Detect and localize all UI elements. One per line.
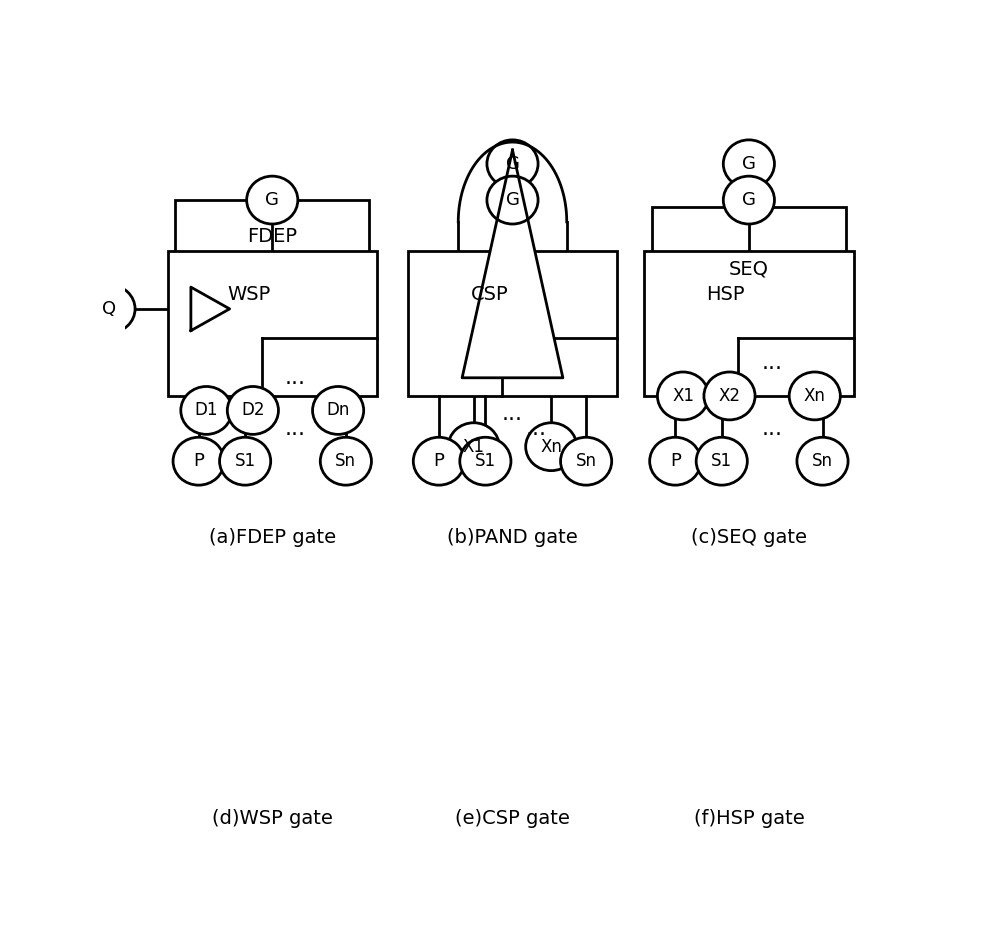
Text: S1: S1 xyxy=(235,452,256,470)
Text: P: P xyxy=(193,452,204,470)
Text: G: G xyxy=(506,154,519,172)
Circle shape xyxy=(487,139,538,187)
Text: ...: ... xyxy=(502,404,523,424)
Text: D2: D2 xyxy=(241,401,265,419)
Text: FDEP: FDEP xyxy=(247,227,297,246)
Text: G: G xyxy=(265,191,279,209)
Text: ...: ... xyxy=(762,418,783,439)
Circle shape xyxy=(696,437,747,485)
Polygon shape xyxy=(462,150,563,378)
Circle shape xyxy=(650,437,701,485)
Bar xyxy=(644,251,854,396)
Circle shape xyxy=(227,386,278,434)
Text: (d)WSP gate: (d)WSP gate xyxy=(212,808,333,828)
Text: (f)HSP gate: (f)HSP gate xyxy=(694,808,804,828)
Text: HSP: HSP xyxy=(706,284,745,304)
Circle shape xyxy=(181,386,232,434)
Circle shape xyxy=(657,372,709,420)
Text: SEQ: SEQ xyxy=(729,259,769,279)
Circle shape xyxy=(220,437,271,485)
Circle shape xyxy=(797,437,848,485)
Text: X2: X2 xyxy=(718,387,740,405)
Circle shape xyxy=(84,284,135,333)
Text: (a)FDEP gate: (a)FDEP gate xyxy=(209,528,336,547)
Circle shape xyxy=(313,386,364,434)
Text: Xn: Xn xyxy=(804,387,826,405)
Text: ...: ... xyxy=(525,418,546,439)
Text: (e)CSP gate: (e)CSP gate xyxy=(455,808,570,828)
Text: Dn: Dn xyxy=(326,401,350,419)
Circle shape xyxy=(704,372,755,420)
Bar xyxy=(408,251,617,396)
Text: X1: X1 xyxy=(672,387,694,405)
Text: P: P xyxy=(670,452,681,470)
Text: WSP: WSP xyxy=(227,284,271,304)
Text: ...: ... xyxy=(285,367,306,388)
Text: Sn: Sn xyxy=(335,452,356,470)
Circle shape xyxy=(723,176,774,224)
Text: Sn: Sn xyxy=(812,452,833,470)
Text: (c)SEQ gate: (c)SEQ gate xyxy=(691,528,807,547)
Text: X1: X1 xyxy=(463,438,485,456)
Circle shape xyxy=(448,423,499,471)
Circle shape xyxy=(723,139,774,187)
Circle shape xyxy=(460,437,511,485)
Text: G: G xyxy=(506,191,519,209)
Circle shape xyxy=(247,176,298,224)
Circle shape xyxy=(789,372,840,420)
Text: G: G xyxy=(742,191,756,209)
Text: D1: D1 xyxy=(195,401,218,419)
Bar xyxy=(168,251,377,396)
Text: S1: S1 xyxy=(475,452,496,470)
Circle shape xyxy=(561,437,612,485)
Circle shape xyxy=(413,437,464,485)
Text: Sn: Sn xyxy=(576,452,597,470)
Text: Q: Q xyxy=(102,300,117,317)
Bar xyxy=(175,200,369,345)
Circle shape xyxy=(526,423,577,471)
Bar xyxy=(652,207,846,331)
Text: (b)PAND gate: (b)PAND gate xyxy=(447,528,578,547)
Text: Xn: Xn xyxy=(540,438,562,456)
Circle shape xyxy=(173,437,224,485)
Circle shape xyxy=(320,437,371,485)
Text: CSP: CSP xyxy=(470,284,508,304)
Text: P: P xyxy=(433,452,444,470)
Text: ...: ... xyxy=(762,353,783,373)
Text: G: G xyxy=(742,154,756,172)
Text: ...: ... xyxy=(285,418,306,439)
Circle shape xyxy=(487,176,538,224)
Text: S1: S1 xyxy=(711,452,732,470)
